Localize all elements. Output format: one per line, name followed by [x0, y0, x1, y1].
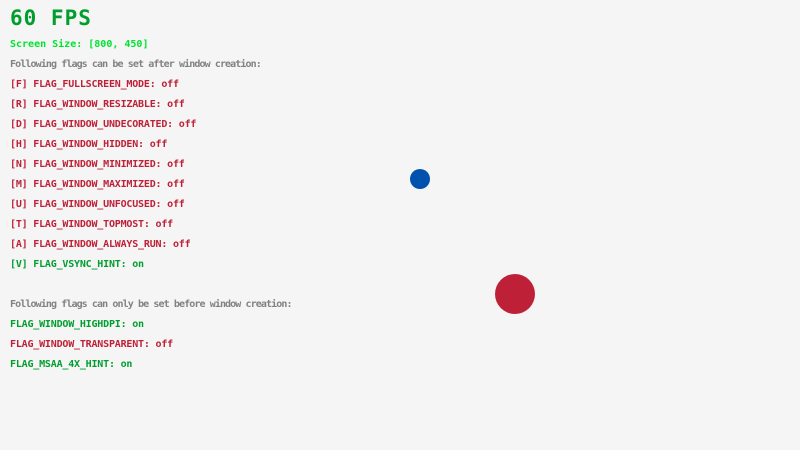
- section-before-creation-heading: Following flags can only be set before w…: [10, 299, 293, 310]
- flag-window-topmost: [T] FLAG_WINDOW_TOPMOST: off: [10, 219, 173, 230]
- flag-window-always-run: [A] FLAG_WINDOW_ALWAYS_RUN: off: [10, 239, 191, 250]
- screen-size-label: Screen Size: [800, 450]: [10, 39, 149, 50]
- section-after-creation-heading: Following flags can be set after window …: [10, 59, 262, 70]
- flag-window-maximized: [M] FLAG_WINDOW_MAXIMIZED: off: [10, 179, 185, 190]
- blue-ball: [410, 169, 430, 189]
- flag-msaa-4x-hint: FLAG_MSAA_4X_HINT: on: [10, 359, 133, 370]
- flag-vsync-hint: [V] FLAG_VSYNC_HINT: on: [10, 259, 144, 270]
- flag-window-minimized: [N] FLAG_WINDOW_MINIMIZED: off: [10, 159, 185, 170]
- red-ball: [495, 274, 535, 314]
- flag-window-resizable: [R] FLAG_WINDOW_RESIZABLE: off: [10, 99, 185, 110]
- flag-window-unfocused: [U] FLAG_WINDOW_UNFOCUSED: off: [10, 199, 185, 210]
- flag-window-transparent: FLAG_WINDOW_TRANSPARENT: off: [10, 339, 173, 350]
- flag-window-hidden: [H] FLAG_WINDOW_HIDDEN: off: [10, 139, 168, 150]
- fps-counter: 60 FPS: [10, 6, 92, 30]
- flag-fullscreen-mode: [F] FLAG_FULLSCREEN_MODE: off: [10, 79, 179, 90]
- flag-window-undecorated: [D] FLAG_WINDOW_UNDECORATED: off: [10, 119, 197, 130]
- flag-window-highdpi: FLAG_WINDOW_HIGHDPI: on: [10, 319, 144, 330]
